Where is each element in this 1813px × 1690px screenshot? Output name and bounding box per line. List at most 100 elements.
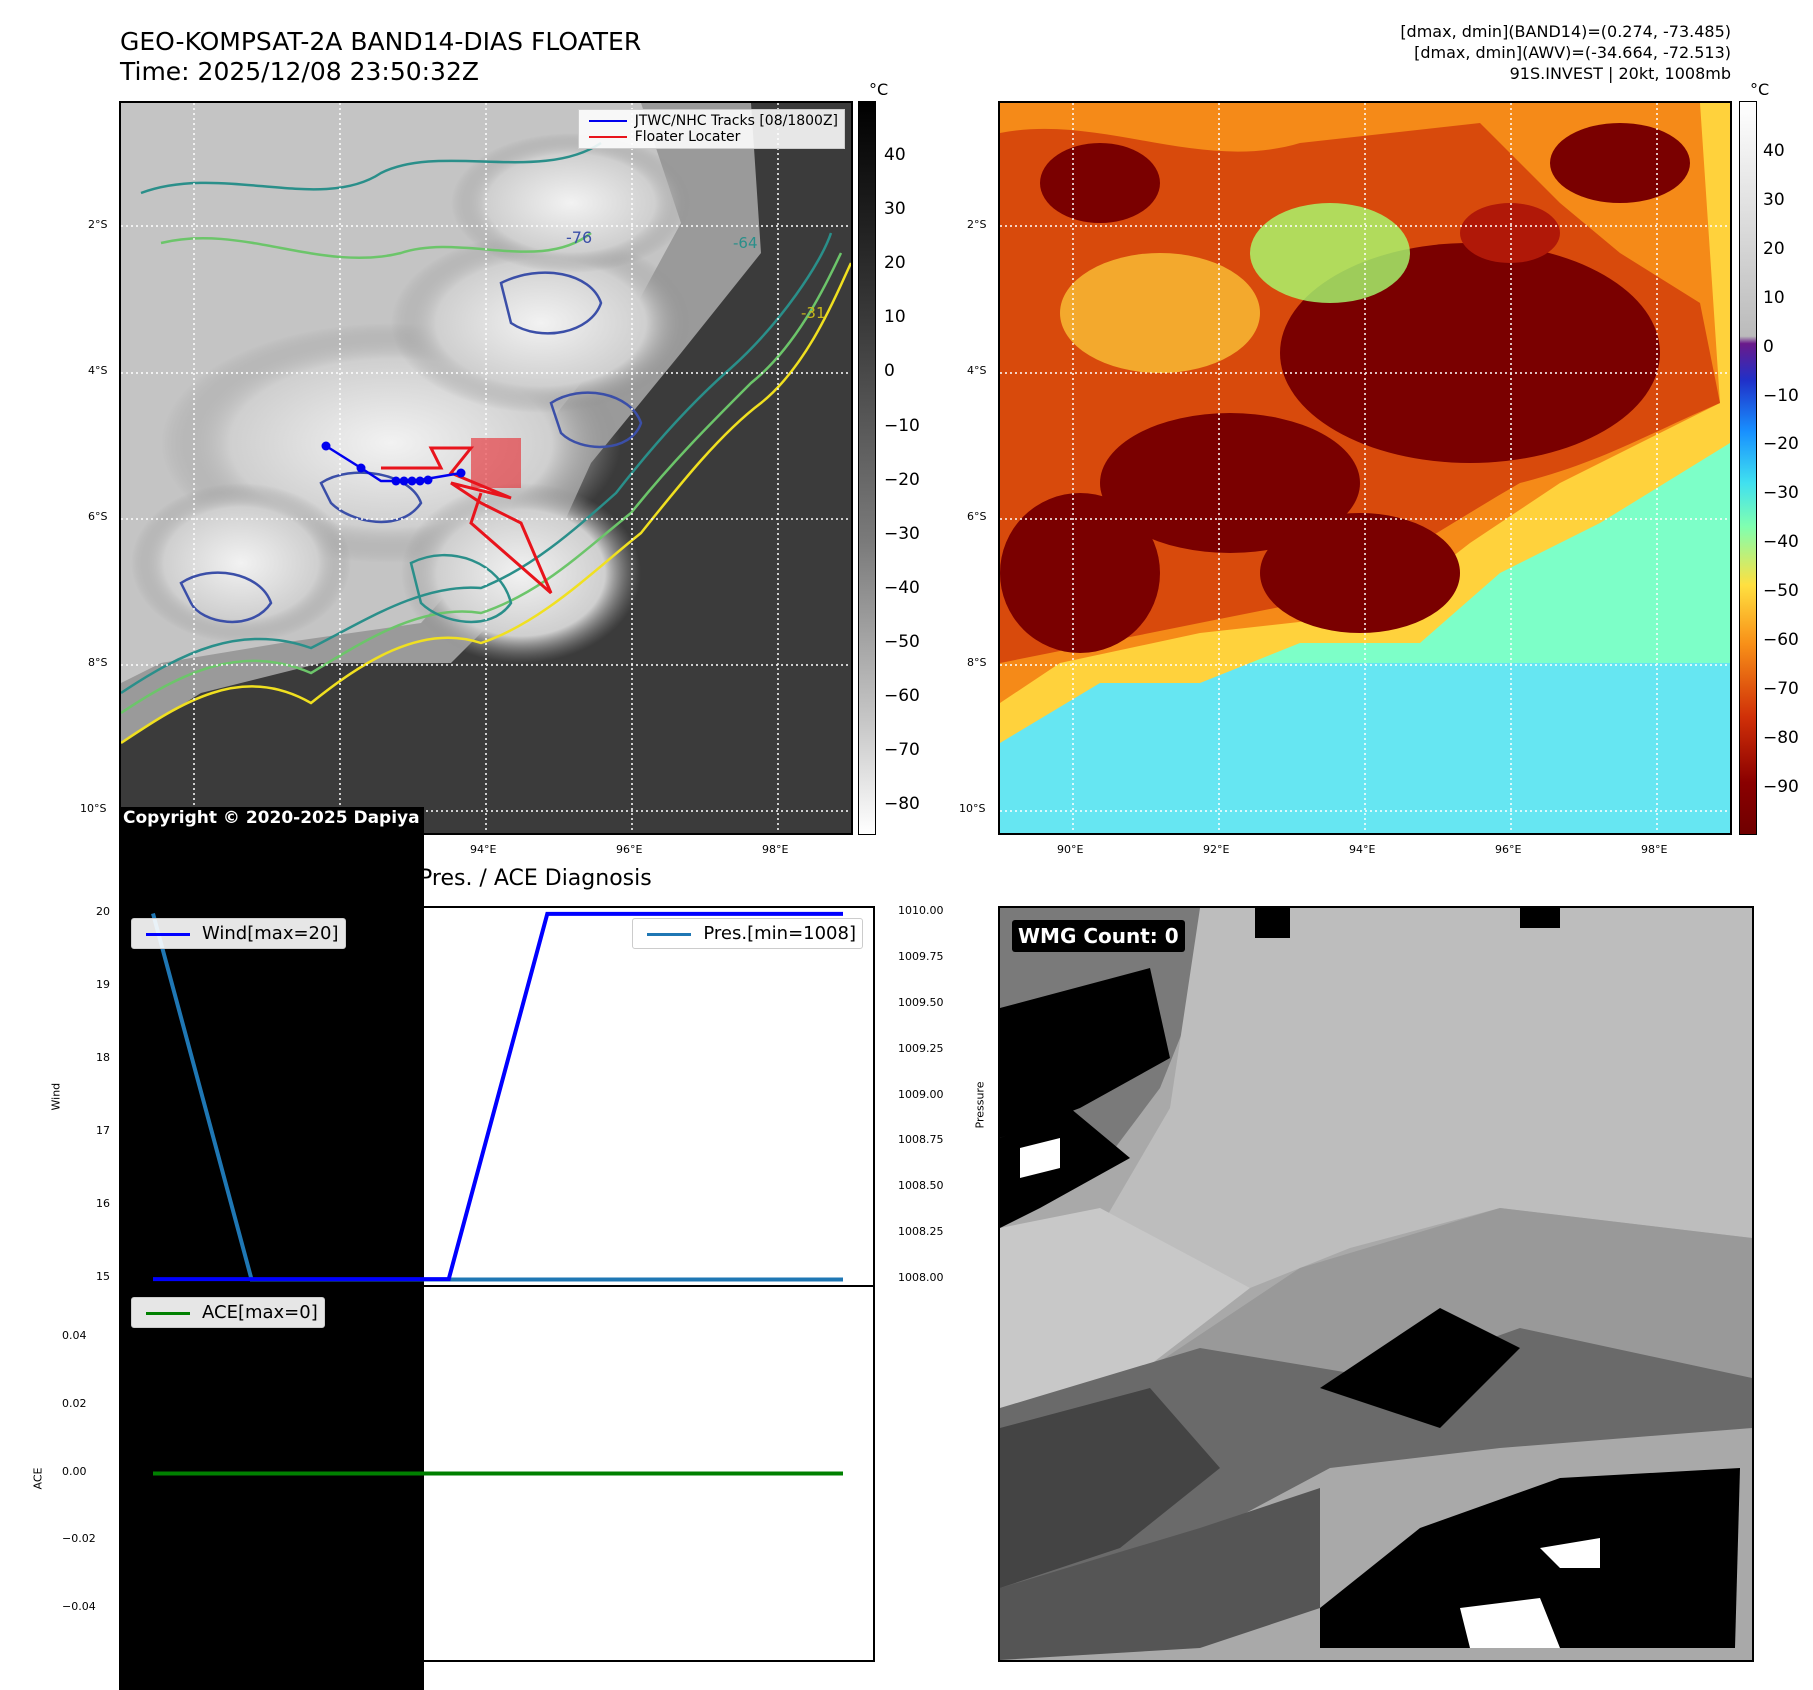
colorbar-tick: −80 [1763,727,1799,748]
lon-label: 98°E [762,843,789,856]
lon-label: 94°E [470,843,497,856]
colorbar-tick: −80 [884,794,920,815]
wind-line-icon [146,932,190,936]
wind-series-line [153,911,843,1282]
colorbar-ir [858,101,876,835]
ace-plot: ACE[max=0] [119,1285,875,1662]
pressure-legend: Pres.[min=1008] [632,918,863,949]
pressure-tick: 1010.00 [898,904,944,918]
lon-label: 94°E [1349,843,1376,856]
lon-label: 96°E [1495,843,1522,856]
colorbar-tick: −60 [1763,630,1799,650]
colorbar-tick: −90 [1763,776,1799,797]
pressure-tick: 1008.75 [898,1133,944,1147]
lat-label: 8°S [88,656,108,669]
wind-legend: Wind[max=20] [131,918,346,949]
colorbar-tick: −40 [884,577,920,598]
colorbar-tick: 20 [1763,238,1785,259]
colorbar-unit: °C [1750,80,1770,99]
ace-axis-label: ACE [31,1467,45,1490]
colorbar-tick: −20 [884,469,920,490]
ace-tick: −0.04 [62,1600,96,1614]
lon-label: 96°E [616,843,643,856]
lon-label: 98°E [1641,843,1668,856]
pressure-tick: 1009.25 [898,1041,944,1055]
wind-tick: 17 [96,1124,110,1138]
pressure-tick: 1009.75 [898,950,944,964]
lat-label: 6°S [88,510,108,523]
wind-axis-label: Wind [49,1082,63,1111]
wind-pressure-plot: Wind[max=20] Pres.[min=1008] [119,906,875,1287]
lat-label: 4°S [967,364,987,377]
colorbar-tick: −30 [1763,483,1799,504]
ace-line-icon [146,1311,190,1315]
colorbar-tick: −10 [1763,385,1799,406]
track-line-icon [588,120,627,122]
colorbar-tick: −70 [884,740,920,761]
colorbar-tick: −40 [1763,532,1799,553]
floater-line-icon [588,136,627,138]
lat-label: 2°S [88,218,108,231]
ace-tick: 0.00 [62,1464,87,1478]
pressure-tick: 1009.00 [898,1087,944,1101]
lat-label: 2°S [967,218,987,231]
lat-label: 4°S [88,364,108,377]
colorbar-tick: 10 [884,307,906,328]
colorbar-tick: 40 [884,145,906,165]
enhanced-map-panel [998,101,1732,835]
ace-tick: −0.02 [62,1532,96,1546]
wind-pressure-svg [151,911,843,1282]
colorbar-tick: −70 [1763,678,1799,699]
colorbar-unit: °C [869,80,889,99]
ace-legend: ACE[max=0] [131,1297,325,1328]
colorbar-tick: 30 [1763,189,1785,210]
lat-label: 6°S [967,510,987,523]
colorbar-tick: −60 [884,686,920,706]
colorbar-tick: −50 [884,631,920,652]
wind-tick: 19 [96,977,110,991]
dmax-awv: [dmax, dmin](AWV)=(-34.664, -72.513) [1414,43,1731,62]
wind-tick: 15 [96,1270,110,1284]
pressure-axis-label: Pressure [973,1081,987,1129]
pressure-tick: 1008.50 [898,1179,944,1192]
ace-tick: 0.02 [62,1396,87,1410]
legend-floater: Floater Locater [585,129,838,145]
lon-label: 92°E [324,843,351,856]
dmax-band14: [dmax, dmin](BAND14)=(0.274, -73.485) [1400,22,1731,41]
lon-label: 92°E [1203,843,1230,856]
ir-map-panel: -76 -64 -31 JTWC/NHC Tracks [08/1800Z] F… [119,101,853,835]
wind-tick: 20 [96,904,110,918]
colorbar-tick: 40 [1763,141,1785,161]
contour-label: -31 [801,304,826,322]
enhanced-map-image [1000,103,1730,833]
contour-label: -64 [733,234,758,252]
map-legend: JTWC/NHC Tracks [08/1800Z] Floater Locat… [577,109,845,149]
colorbar-tick: 10 [1763,287,1785,308]
wind-tick: 18 [96,1050,110,1064]
lat-label: 10°S [959,802,986,815]
storm-info: 91S.INVEST | 20kt, 1008mb [1509,64,1731,83]
pressure-tick: 1008.00 [898,1270,944,1284]
contour-label: -76 [566,228,592,247]
lon-label: 90°E [1057,843,1084,856]
ace-tick: 0.04 [62,1328,87,1342]
colorbar-tick: 30 [884,199,906,220]
pressure-line-icon [647,932,692,936]
chart-timestamp: Time: 2025/12/08 23:50:32Z [120,57,479,86]
lat-label: 10°S [80,802,107,815]
colorbar-tick: −30 [884,523,920,544]
wmg-image [1000,908,1752,1660]
pressure-tick: 1008.25 [898,1224,944,1238]
legend-tracks: JTWC/NHC Tracks [08/1800Z] [585,113,838,129]
colorbar-enhanced [1739,101,1757,835]
ace-svg [153,1471,843,1476]
colorbar-tick: −20 [1763,434,1799,455]
pressure-tick: 1009.50 [898,995,944,1009]
ir-map-image: -76 -64 -31 [121,103,851,833]
lat-label: 8°S [967,656,987,669]
colorbar-tick: −10 [884,415,920,436]
chart-title: GEO-KOMPSAT-2A BAND14-DIAS FLOATER [120,27,642,56]
wind-tick: 16 [96,1197,110,1211]
colorbar-tick: 20 [884,253,906,274]
colorbar-tick: 0 [884,361,895,382]
